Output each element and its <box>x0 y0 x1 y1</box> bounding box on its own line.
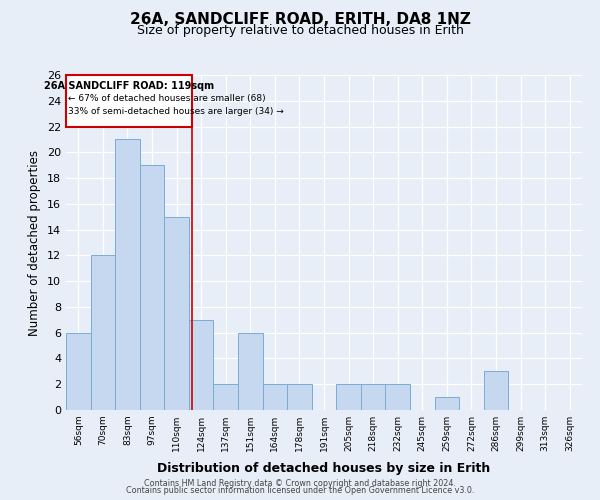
Bar <box>434 397 459 410</box>
Bar <box>238 332 263 410</box>
Text: 33% of semi-detached houses are larger (34) →: 33% of semi-detached houses are larger (… <box>68 107 284 116</box>
Text: Size of property relative to detached houses in Erith: Size of property relative to detached ho… <box>137 24 463 37</box>
Bar <box>287 384 312 410</box>
Bar <box>484 372 508 410</box>
Text: Contains public sector information licensed under the Open Government Licence v3: Contains public sector information licen… <box>126 486 474 495</box>
Bar <box>263 384 287 410</box>
Bar <box>115 140 140 410</box>
Bar <box>361 384 385 410</box>
Y-axis label: Number of detached properties: Number of detached properties <box>28 150 41 336</box>
Text: ← 67% of detached houses are smaller (68): ← 67% of detached houses are smaller (68… <box>68 94 266 104</box>
Text: Contains HM Land Registry data © Crown copyright and database right 2024.: Contains HM Land Registry data © Crown c… <box>144 478 456 488</box>
Bar <box>66 332 91 410</box>
Text: 26A, SANDCLIFF ROAD, ERITH, DA8 1NZ: 26A, SANDCLIFF ROAD, ERITH, DA8 1NZ <box>130 12 470 28</box>
Bar <box>91 256 115 410</box>
Bar <box>385 384 410 410</box>
Bar <box>214 384 238 410</box>
Bar <box>189 320 214 410</box>
Bar <box>336 384 361 410</box>
Bar <box>140 165 164 410</box>
FancyBboxPatch shape <box>66 75 192 126</box>
X-axis label: Distribution of detached houses by size in Erith: Distribution of detached houses by size … <box>157 462 491 475</box>
Bar <box>164 216 189 410</box>
Text: 26A SANDCLIFF ROAD: 119sqm: 26A SANDCLIFF ROAD: 119sqm <box>44 81 214 91</box>
